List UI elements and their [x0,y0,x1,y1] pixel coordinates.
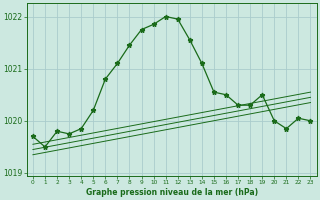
X-axis label: Graphe pression niveau de la mer (hPa): Graphe pression niveau de la mer (hPa) [86,188,258,197]
